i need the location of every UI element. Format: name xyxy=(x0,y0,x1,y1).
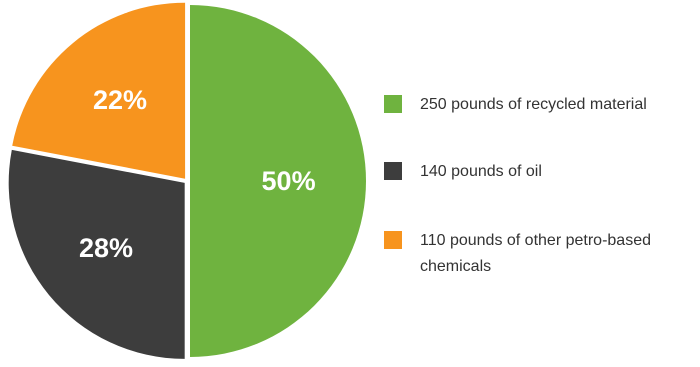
pie-label-recycled-material: 50% xyxy=(262,166,316,196)
legend-label-recycled-material: 250 pounds of recycled material xyxy=(420,96,647,113)
legend-label-petro-chemicals: 110 pounds of other petro-based chemical… xyxy=(420,232,651,275)
pie-slice-oil xyxy=(8,149,185,359)
pie-label-oil: 28% xyxy=(79,233,133,263)
pie-slices xyxy=(8,2,366,359)
legend-swatch-oil xyxy=(384,162,402,180)
pie-label-petro-chemicals: 22% xyxy=(93,85,147,115)
pie-slice-petro-chemicals xyxy=(12,2,186,179)
pie-slice-labels: 50% 28% 22% xyxy=(79,85,316,263)
legend-label-oil: 140 pounds of oil xyxy=(420,163,542,180)
legend-swatch-recycled-material xyxy=(384,95,402,113)
legend-swatch-petro-chemicals xyxy=(384,231,402,249)
pie-slice-recycled-material xyxy=(190,5,366,357)
